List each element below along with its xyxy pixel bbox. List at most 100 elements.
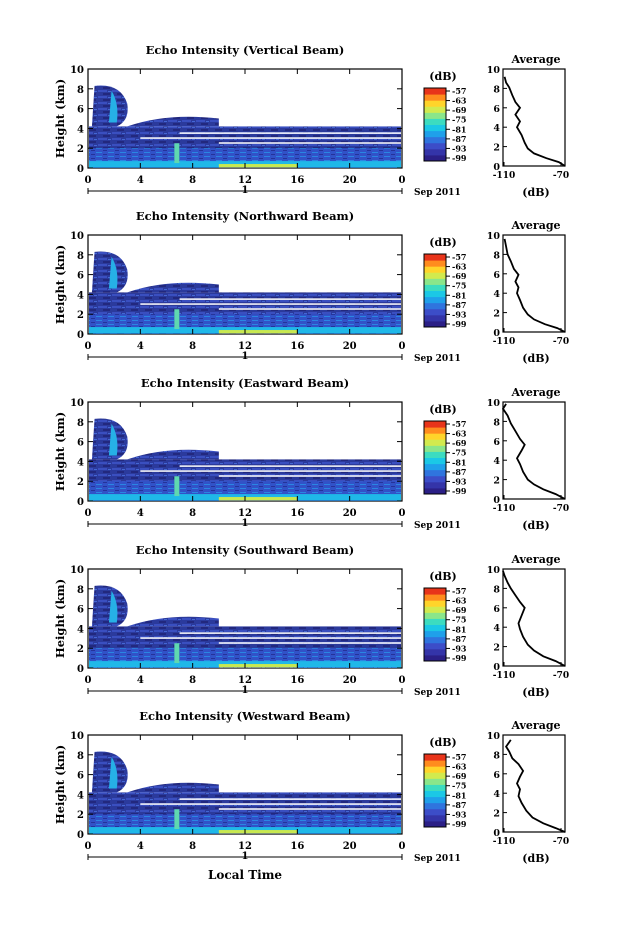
echo-heatmap — [89, 85, 402, 168]
average-x-tick-label: -70 — [553, 337, 569, 347]
y-tick-label: 6 — [77, 271, 84, 282]
echo-gap — [179, 132, 401, 134]
colorbar-segment — [424, 796, 446, 804]
echo-plume-core — [108, 90, 118, 123]
date-marker: 1 — [242, 351, 249, 362]
colorbar-tick-label: -63 — [452, 596, 467, 606]
average-y-tick-label: 2 — [493, 143, 500, 154]
colorbar-segment — [424, 808, 446, 816]
y-tick-label: 8 — [77, 251, 84, 262]
average-title: Average — [510, 553, 560, 566]
average-y-tick-label: 10 — [487, 231, 501, 242]
colorbar-tick-label: -81 — [452, 457, 466, 467]
colorbar-segment — [424, 154, 446, 162]
echo-plume-core — [108, 590, 118, 623]
colorbar-segment — [424, 630, 446, 638]
colorbar-segment — [424, 421, 446, 428]
colorbar-tick-label: -99 — [452, 153, 467, 163]
y-axis-title: Height (km) — [53, 245, 67, 324]
average-y-tick-label: 8 — [493, 750, 500, 761]
colorbar-frame — [423, 587, 447, 662]
average-x-tick-label: -70 — [553, 504, 569, 514]
average-y-tick-label: 0 — [493, 828, 500, 839]
colorbar-tick-label: -57 — [452, 586, 466, 596]
colorbar-tick-label: -63 — [452, 762, 467, 772]
echo-plume — [91, 251, 128, 293]
y-tick-label: 8 — [77, 418, 84, 429]
colorbar-tick-label: -99 — [452, 819, 467, 829]
average-x-tick-label: -110 — [493, 837, 516, 847]
x-tick-label: 16 — [290, 175, 304, 186]
x-tick-label: 0 — [399, 508, 406, 519]
average-y-tick-label: 8 — [493, 250, 500, 261]
x-tick-label: 0 — [85, 508, 92, 519]
colorbar-tick-label: -81 — [452, 290, 466, 300]
date-marker: 1 — [242, 518, 249, 529]
x-tick-label: 12 — [238, 675, 252, 686]
average-y-tick-label: 0 — [493, 495, 500, 506]
x-tick-label: 12 — [238, 175, 252, 186]
beam-panel-2: Echo Intensity (Eastward Beam)0246810Hei… — [53, 376, 569, 532]
colorbar-segment — [424, 766, 446, 773]
colorbar-tick-label: -63 — [452, 262, 467, 272]
colorbar-tick-label: -75 — [452, 115, 466, 125]
average-x-axis-title: (dB) — [522, 852, 549, 865]
colorbar-tick-label: -57 — [452, 252, 466, 262]
beam-panel-3: Echo Intensity (Southward Beam)0246810He… — [53, 543, 569, 699]
colorbar-segment — [424, 754, 446, 761]
colorbar-tick-label: -99 — [452, 486, 467, 496]
colorbar-segment — [424, 588, 446, 595]
echo-plume — [91, 85, 128, 127]
colorbar-tick-label: -81 — [452, 624, 466, 634]
colorbar-unit: (dB) — [429, 736, 456, 749]
echo-column — [174, 643, 180, 664]
date-label: Sep 2011 — [414, 188, 461, 198]
x-tick-label: 12 — [238, 508, 252, 519]
colorbar-tick-label: -57 — [452, 752, 466, 762]
y-tick-label: 10 — [70, 231, 84, 242]
colorbar-unit: (dB) — [429, 403, 456, 416]
echo-layer-peak — [218, 830, 298, 834]
average-x-axis-title: (dB) — [522, 186, 549, 199]
colorbar-tick-label: -99 — [452, 319, 467, 329]
average-y-tick-label: 4 — [493, 456, 500, 467]
colorbar-segment — [424, 784, 446, 791]
average-y-tick-label: 4 — [493, 789, 500, 800]
echo-gap — [218, 808, 401, 810]
colorbar-unit: (dB) — [429, 236, 456, 249]
x-tick-label: 12 — [238, 341, 252, 352]
average-y-tick-label: 0 — [493, 328, 500, 339]
average-y-tick-label: 4 — [493, 289, 500, 300]
average-y-tick-label: 0 — [493, 662, 500, 673]
colorbar-segment — [424, 136, 446, 144]
colorbar-tick-label: -57 — [452, 419, 466, 429]
echo-gap — [140, 637, 402, 639]
average-x-axis-title: (dB) — [522, 519, 549, 532]
colorbar-segment — [424, 272, 446, 279]
average-x-tick-label: -110 — [493, 504, 516, 514]
panel-title: Echo Intensity (Vertical Beam) — [146, 43, 345, 57]
x-tick-label: 4 — [137, 175, 144, 186]
x-tick-label: 0 — [85, 341, 92, 352]
y-tick-label: 8 — [77, 585, 84, 596]
x-tick-label: 8 — [189, 675, 196, 686]
colorbar-segment — [424, 469, 446, 477]
colorbar-segment — [424, 487, 446, 495]
x-tick-label: 20 — [343, 341, 357, 352]
average-y-tick-label: 8 — [493, 84, 500, 95]
echo-layer-lower — [89, 814, 401, 829]
average-x-axis-title: (dB) — [522, 352, 549, 365]
echo-layer-lower — [89, 314, 401, 329]
y-tick-label: 10 — [70, 398, 84, 409]
average-y-tick-label: 2 — [493, 643, 500, 654]
colorbar-tick-label: -69 — [452, 105, 467, 115]
x-tick-label: 8 — [189, 175, 196, 186]
average-x-axis-title: (dB) — [522, 686, 549, 699]
echo-mid-cloud — [127, 782, 219, 793]
y-tick-label: 8 — [77, 751, 84, 762]
colorbar-segment — [424, 451, 446, 458]
average-y-tick-label: 4 — [493, 623, 500, 634]
echo-plume — [91, 418, 128, 460]
y-tick-label: 4 — [77, 624, 84, 635]
